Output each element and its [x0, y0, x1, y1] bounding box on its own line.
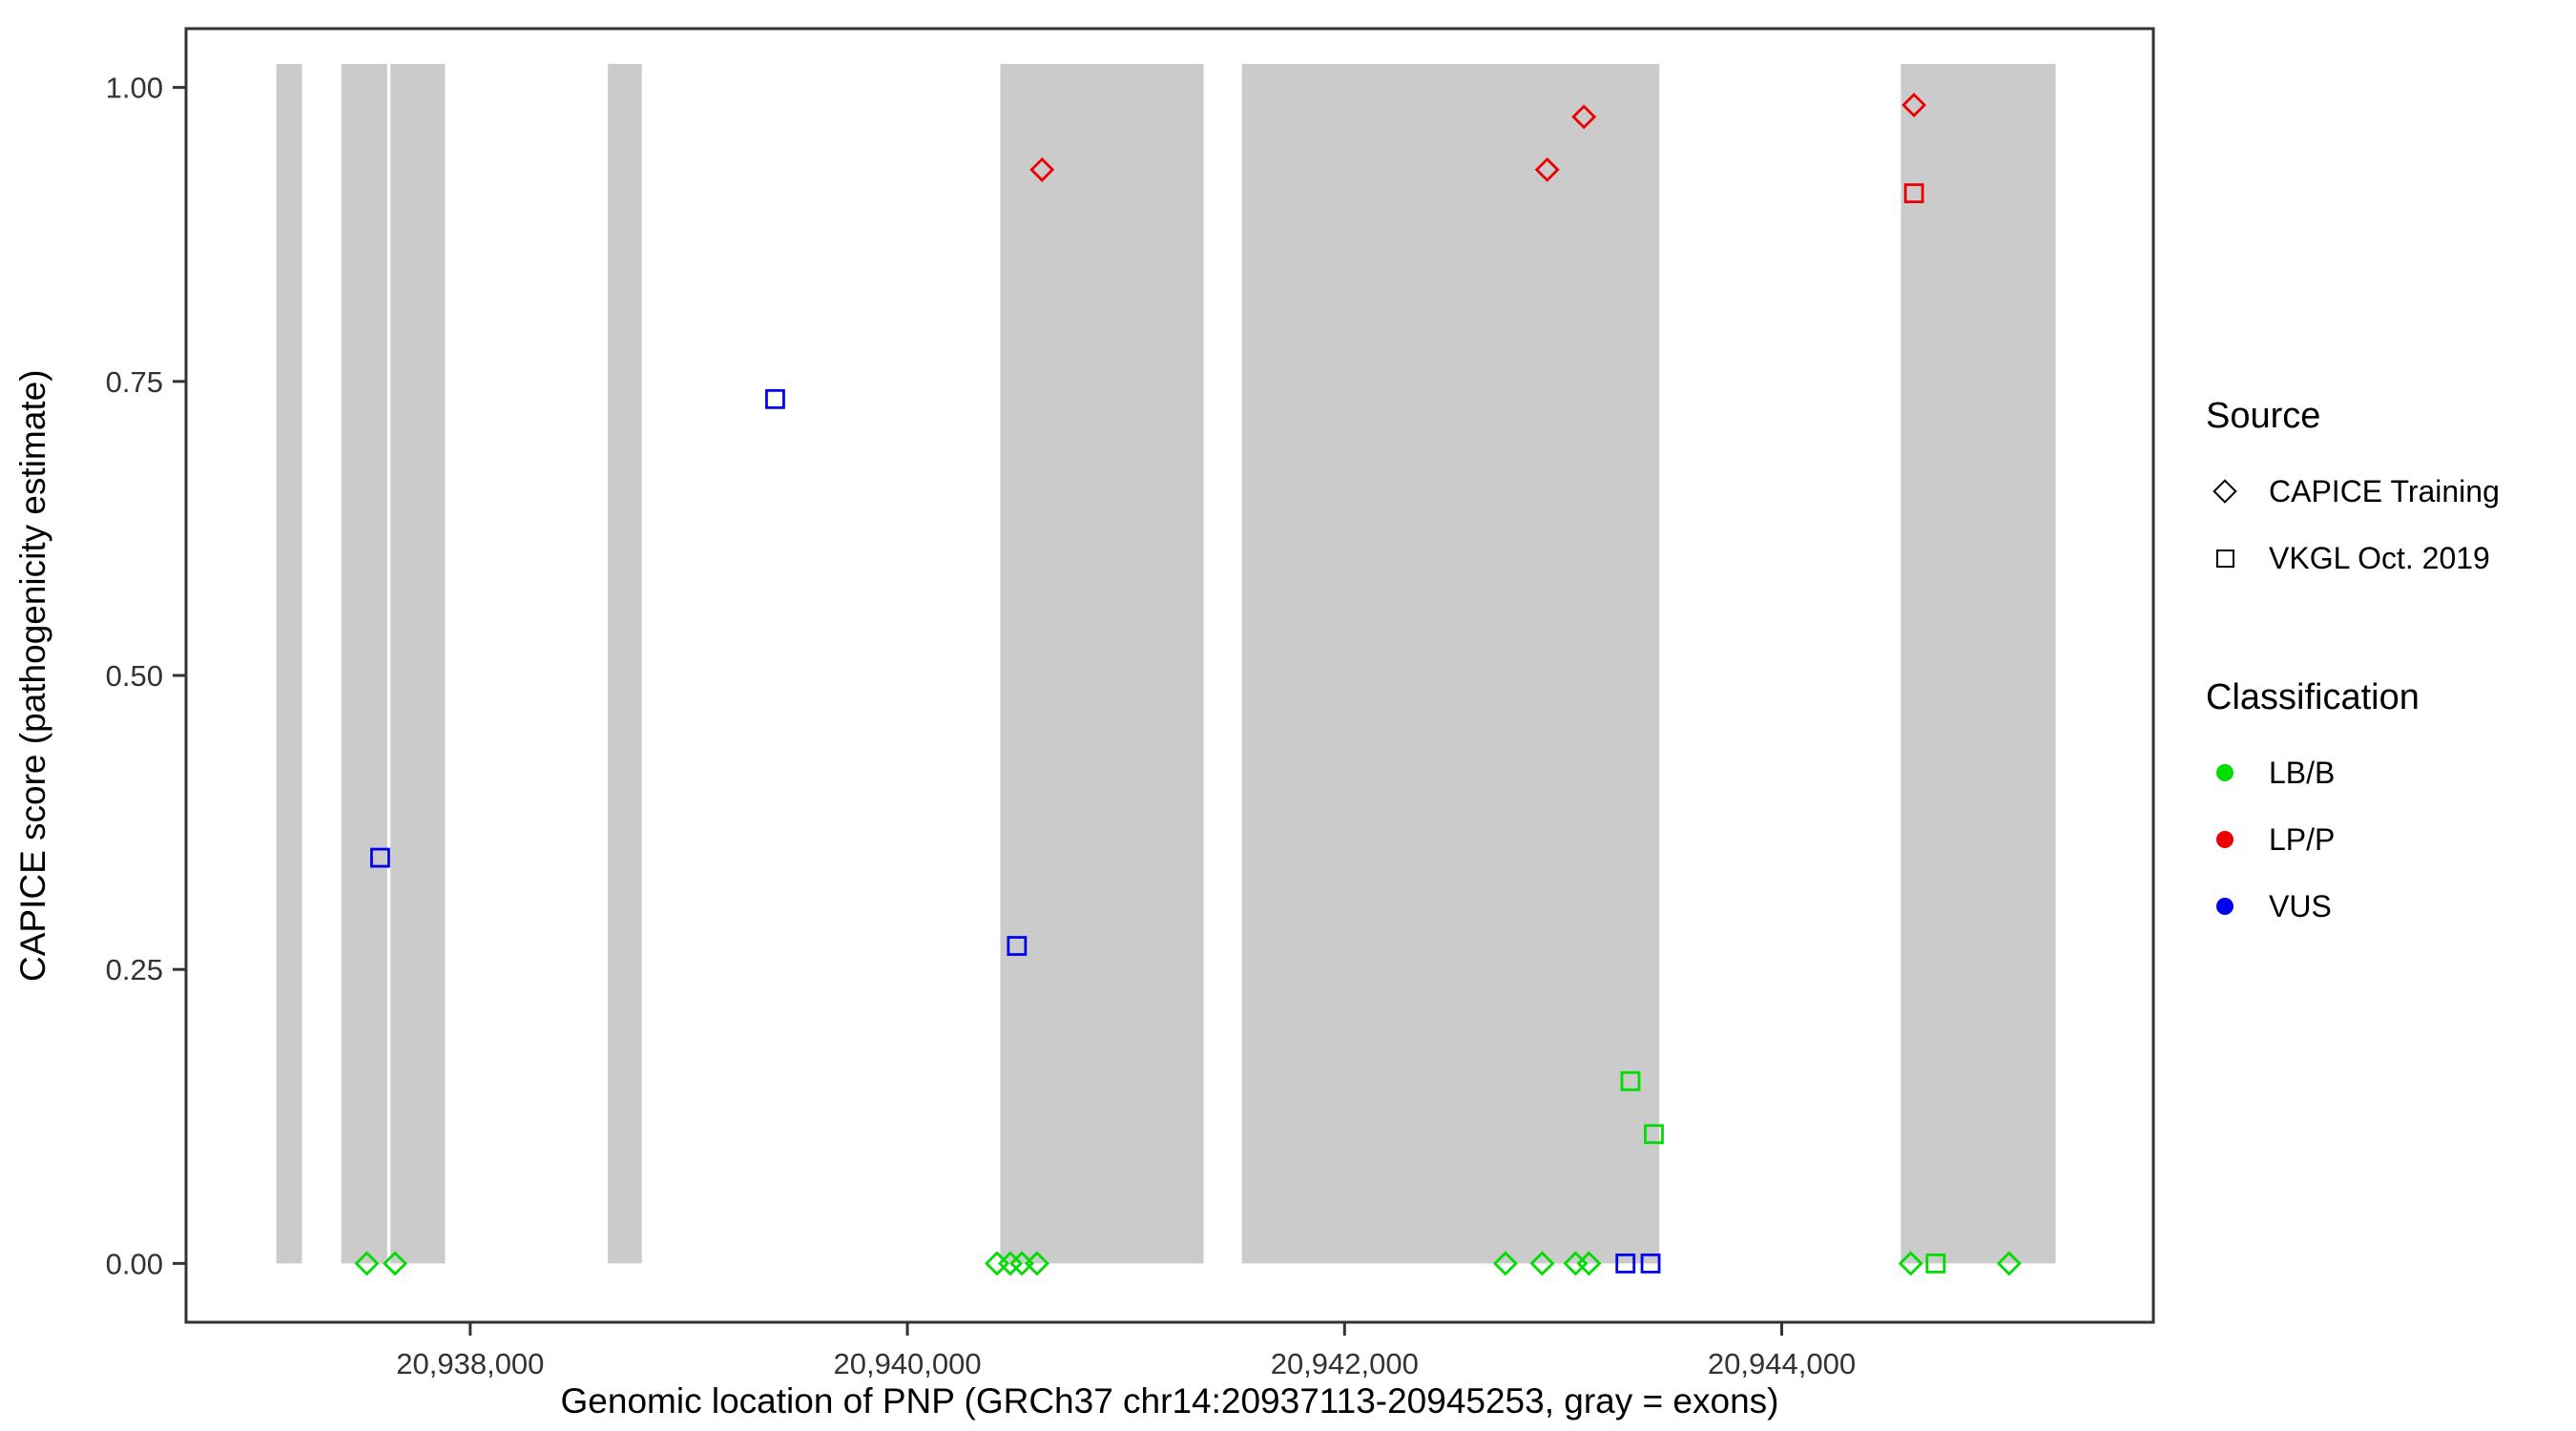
legend-item-capice-training: CAPICE Training [2206, 458, 2500, 525]
data-point-diamond [1529, 1251, 1555, 1276]
data-point-square [765, 388, 785, 409]
data-point-square [1903, 183, 1924, 203]
y-tick-label: 0.50 [106, 659, 163, 693]
data-point-diamond [1576, 1251, 1602, 1276]
legend-item-label: CAPICE Training [2269, 473, 2500, 508]
data-point-diamond [1996, 1251, 2022, 1276]
data-point-diamond [354, 1251, 380, 1276]
legend-item-label: VKGL Oct. 2019 [2269, 540, 2490, 575]
exon-band [1241, 63, 1660, 1264]
legend-source-title: Source [2206, 396, 2321, 436]
diamond-glyph [2212, 479, 2237, 504]
data-point-square [370, 847, 390, 868]
diamond-icon [2206, 472, 2244, 510]
x-tick-label: 20,940,000 [833, 1347, 981, 1380]
data-point-diamond [1024, 1251, 1049, 1276]
data-point-diamond [998, 1251, 1023, 1276]
y-tick-label: 1.00 [106, 72, 163, 105]
red-dot-glyph [2216, 831, 2233, 848]
data-point-diamond [1898, 1251, 1923, 1276]
exon-band [341, 63, 387, 1264]
data-point-diamond [1534, 156, 1560, 182]
legend-classification-title: Classification [2206, 677, 2420, 717]
green-dot-icon [2206, 754, 2244, 792]
x-tick-label: 20,944,000 [1708, 1347, 1856, 1380]
data-point-square [1615, 1253, 1636, 1274]
legend-classification-section: Classification LB/B LP/P VUS [2206, 677, 2500, 940]
legend-item-label: VUS [2269, 888, 2332, 923]
data-point-diamond [383, 1251, 408, 1276]
y-tick-label: 0.00 [106, 1247, 163, 1280]
data-point-diamond [1029, 156, 1055, 182]
blue-dot-icon [2206, 887, 2244, 925]
y-tick-label: 0.75 [106, 365, 163, 399]
data-point-square [1925, 1253, 1946, 1274]
square-icon [2206, 539, 2244, 577]
legend-item-label: LB/B [2269, 755, 2336, 790]
data-point-square [1620, 1070, 1641, 1091]
legend-item-vus: VUS [2206, 873, 2500, 940]
green-dot-glyph [2216, 764, 2233, 781]
data-point-diamond [1492, 1251, 1518, 1276]
legend-item-label: LP/P [2269, 821, 2336, 857]
panel-border [184, 27, 2155, 1324]
legend-item-vkgl: VKGL Oct. 2019 [2206, 525, 2500, 591]
red-dot-icon [2206, 820, 2244, 859]
legend: Source CAPICE Training VKGL Oct. 2019 Cl… [2206, 396, 2500, 940]
y-tick-label: 0.25 [106, 953, 163, 986]
data-point-square [1640, 1253, 1661, 1274]
data-point-diamond [1901, 93, 1927, 118]
legend-item-lpp: LP/P [2206, 806, 2500, 873]
exon-band [608, 63, 642, 1264]
x-tick-label: 20,942,000 [1271, 1347, 1419, 1380]
x-axis-title: Genomic location of PNP (GRCh37 chr14:20… [560, 1381, 1779, 1421]
exon-band [390, 63, 446, 1264]
y-axis-title: CAPICE score (pathogenicity estimate) [13, 369, 52, 982]
data-point-square [1007, 936, 1028, 956]
blue-dot-glyph [2216, 898, 2233, 915]
square-glyph [2215, 549, 2234, 568]
legend-item-lbb: LB/B [2206, 739, 2500, 806]
legend-source-section: Source CAPICE Training VKGL Oct. 2019 [2206, 396, 2500, 591]
exon-band [1901, 63, 2056, 1264]
exon-band [1000, 63, 1204, 1264]
x-tick-label: 20,938,000 [396, 1347, 544, 1380]
data-point-diamond [1571, 104, 1597, 130]
data-point-square [1644, 1124, 1664, 1145]
exon-band [276, 63, 302, 1264]
